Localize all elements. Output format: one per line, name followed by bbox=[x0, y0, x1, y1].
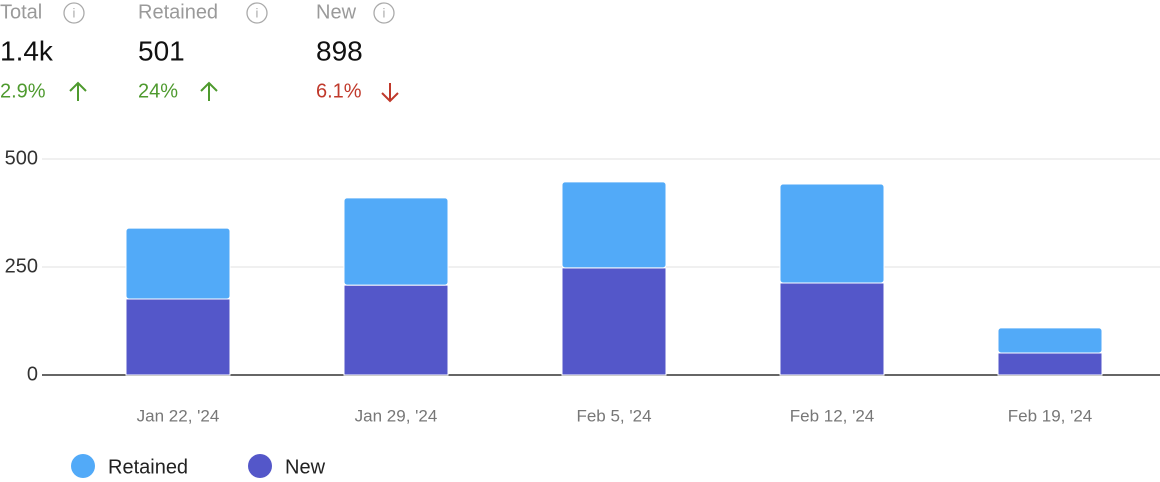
metric-value: 898 bbox=[316, 35, 363, 66]
svg-text:i: i bbox=[383, 5, 386, 20]
legend-label: New bbox=[285, 456, 326, 478]
metric-label: Total bbox=[0, 1, 42, 23]
metric-new: New i 898 6.1% bbox=[316, 1, 399, 103]
y-tick-label: 500 bbox=[5, 147, 38, 169]
bar-segment bbox=[779, 183, 885, 284]
legend-swatch bbox=[71, 454, 95, 478]
bar-segment bbox=[561, 181, 667, 269]
legend-label: Retained bbox=[108, 456, 188, 478]
x-tick-label: Feb 5, '24 bbox=[576, 406, 651, 425]
metric-total: Total i 1.4k 2.9% bbox=[0, 1, 87, 102]
bar-segment bbox=[343, 284, 449, 376]
bar-segment bbox=[779, 282, 885, 376]
bar-segment bbox=[125, 227, 231, 300]
x-tick-label: Jan 22, '24 bbox=[137, 406, 220, 425]
info-icon[interactable]: i bbox=[246, 2, 268, 24]
info-icon[interactable]: i bbox=[63, 2, 85, 24]
bar-segment bbox=[997, 352, 1103, 376]
info-icon[interactable]: i bbox=[373, 2, 395, 24]
x-tick-label: Jan 29, '24 bbox=[355, 406, 438, 425]
chart: 0 250 500 Jan 22, '24 Jan 29, '24 Feb 5, '24 F… bbox=[5, 147, 1160, 478]
arrow-up bbox=[69, 81, 87, 101]
metric-label: New bbox=[316, 1, 357, 23]
metric-change: 24% bbox=[138, 80, 178, 102]
metric-change: 6.1% bbox=[316, 80, 362, 102]
y-tick-label: 0 bbox=[27, 363, 38, 385]
y-tick-label: 250 bbox=[5, 255, 38, 277]
arrow-up bbox=[200, 81, 218, 101]
arrow-down bbox=[381, 83, 399, 103]
metric-retained: Retained i 501 24% bbox=[138, 1, 268, 102]
bar-segment bbox=[343, 197, 449, 286]
x-tick-label: Feb 19, '24 bbox=[1008, 406, 1093, 425]
bar-segment bbox=[125, 298, 231, 376]
metric-change: 2.9% bbox=[0, 80, 46, 102]
svg-text:i: i bbox=[256, 5, 259, 20]
bar-segment bbox=[561, 267, 667, 376]
metric-value: 501 bbox=[138, 35, 185, 66]
svg-text:i: i bbox=[73, 5, 76, 20]
bar-segment bbox=[997, 327, 1103, 354]
metric-label: Retained bbox=[138, 1, 218, 23]
x-tick-label: Feb 12, '24 bbox=[790, 406, 875, 425]
metric-value: 1.4k bbox=[0, 35, 54, 66]
legend-swatch bbox=[248, 454, 272, 478]
